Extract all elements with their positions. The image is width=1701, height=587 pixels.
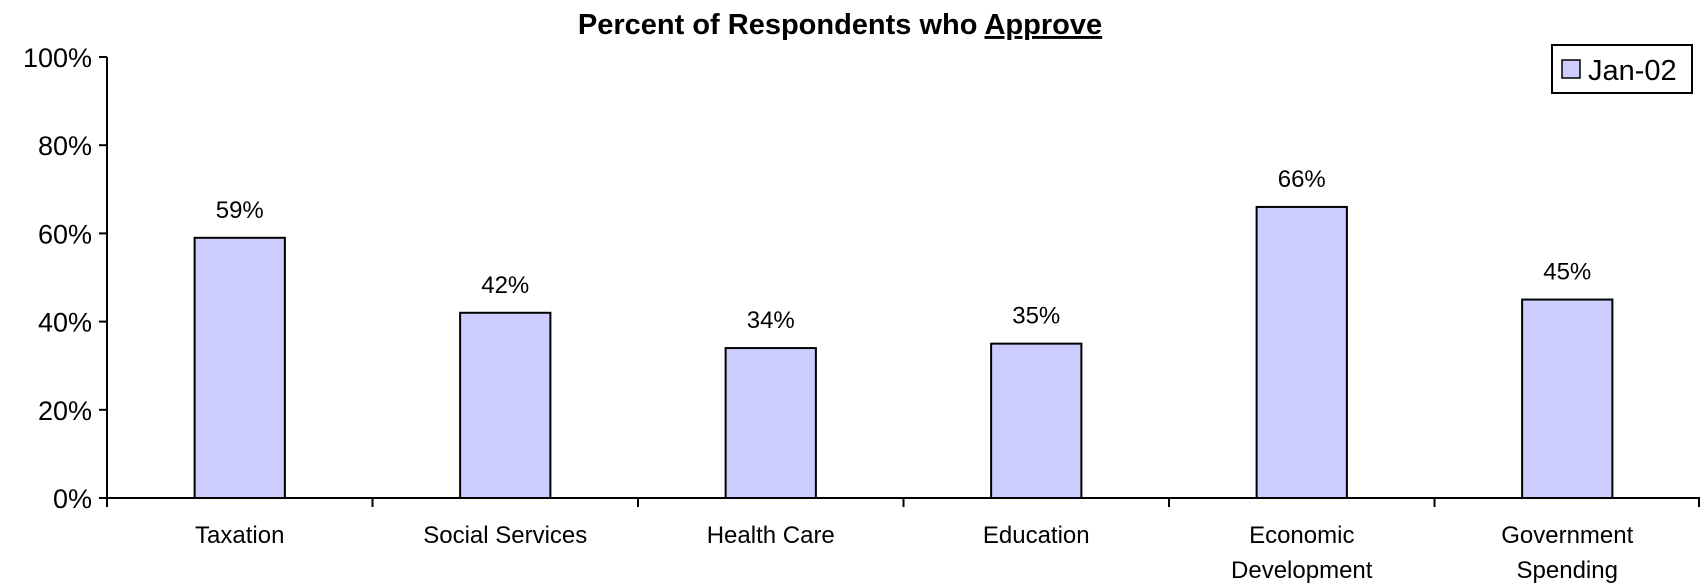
x-tick-label: Government Spending (1501, 522, 1633, 584)
x-axis: Taxation Social Services Health Care Educat… (106, 497, 1700, 584)
x-tick-label: Economic Development (1231, 522, 1373, 584)
legend-label: Jan-02 (1588, 55, 1677, 87)
y-tick-label: 60% (38, 219, 92, 249)
bar (724, 347, 817, 499)
data-label: 35% (1012, 303, 1060, 330)
chart-title: Percent of Respondents who Approve (578, 9, 1102, 41)
bar (1255, 205, 1348, 499)
x-tick-label: Social Services (423, 522, 587, 549)
data-label: 45% (1543, 259, 1591, 286)
x-tick-label: Taxation (195, 522, 284, 549)
x-tick-label: Education (983, 522, 1090, 549)
bar (459, 311, 552, 499)
bar (990, 342, 1083, 499)
y-tick-label: 100% (23, 43, 92, 73)
y-axis: 0% 20% 40% 60% 80% 100% (23, 43, 108, 514)
data-label: 34% (747, 307, 795, 334)
y-tick-label: 0% (53, 484, 92, 514)
bar (1521, 298, 1614, 499)
y-tick-label: 20% (38, 396, 92, 426)
bar (193, 236, 286, 499)
x-tick-label: Health Care (707, 522, 835, 549)
data-label: 59% (216, 197, 264, 224)
y-tick-label: 40% (38, 308, 92, 338)
legend: Jan-02 (1551, 44, 1693, 94)
bar-series (193, 205, 1614, 499)
chart-title-prefix: Percent of Respondents who (578, 9, 985, 41)
data-label: 42% (481, 272, 529, 299)
legend-swatch (1561, 59, 1581, 79)
data-labels: 59% 42% 34% 35% 66% 45% (216, 166, 1592, 334)
chart-title-emphasis: Approve (984, 9, 1102, 41)
y-tick-label: 80% (38, 131, 92, 161)
data-label: 66% (1278, 166, 1326, 193)
